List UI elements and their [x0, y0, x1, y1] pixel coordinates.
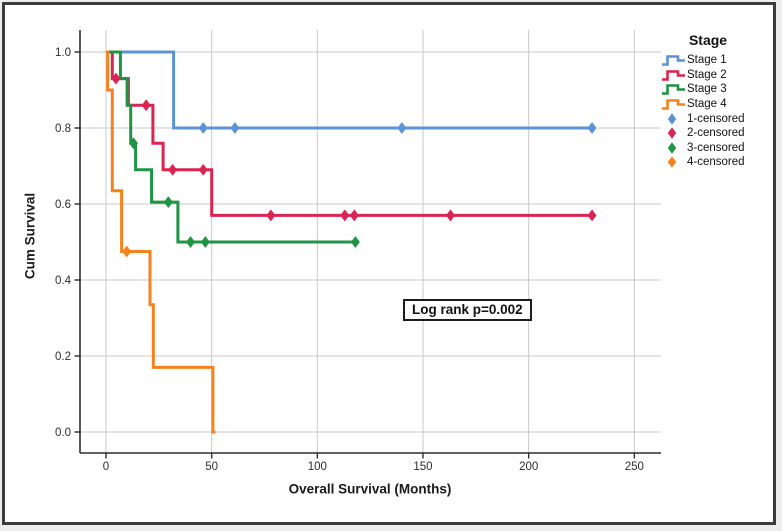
- legend-item-label: 2-censored: [687, 127, 745, 140]
- censor-marker-stage-2: [111, 72, 121, 85]
- censor-marker-stage-1: [587, 121, 597, 135]
- censor-marker-stage-2: [141, 99, 151, 112]
- censor-marker-stage-2: [168, 163, 178, 176]
- step-line-icon: [661, 68, 687, 82]
- x-tick-label: 100: [308, 461, 327, 473]
- legend-item-stage-3: Stage 3: [661, 82, 773, 97]
- legend-title: Stage: [688, 32, 728, 48]
- legend-item-stage-4: Stage 4: [661, 97, 773, 112]
- legend-item-label: 1-censored: [687, 112, 745, 125]
- step-line-icon: [661, 82, 687, 96]
- y-tick-label: 0.8: [55, 123, 71, 135]
- censor-marker-stage-3: [200, 235, 210, 249]
- censor-marker-stage-4: [122, 245, 132, 258]
- censor-marker-stage-1: [198, 121, 208, 135]
- censor-marker-stage-2: [445, 209, 455, 222]
- y-tick-label: 1.0: [55, 47, 71, 59]
- censor-marker-stage-2: [349, 209, 359, 222]
- censor-diamond-icon: [661, 155, 687, 169]
- legend-item-stage-2: Stage 2: [661, 68, 773, 83]
- censor-marker-stage-2: [340, 209, 350, 222]
- step-line-icon: [661, 53, 687, 67]
- legend-item-4-censored: 4-censored: [661, 155, 773, 170]
- step-line-icon: [661, 97, 687, 111]
- curve-stage-2: [106, 50, 593, 217]
- legend-item-label: 4-censored: [687, 156, 745, 169]
- y-tick-label: 0.2: [55, 351, 71, 363]
- y-tick-label: 0.6: [55, 199, 71, 211]
- curve-stage-4: [106, 50, 216, 434]
- censor-marker-stage-2: [198, 163, 208, 176]
- y-axis-title: Cum Survival: [22, 192, 38, 280]
- legend: Stage Stage 1 Stage 2 Stage 3 Stage 4 1-cens…: [661, 32, 773, 170]
- curve-stage-3: [106, 50, 356, 244]
- log-rank-annotation: Log rank p=0.002: [403, 299, 532, 321]
- x-tick-label: 0: [103, 461, 109, 473]
- legend-item-label: Stage 1: [687, 54, 727, 67]
- legend-item-3-censored: 3-censored: [661, 141, 773, 156]
- x-tick-label: 200: [519, 461, 538, 473]
- censor-marker-stage-2: [587, 209, 597, 222]
- x-tick-label: 150: [413, 461, 432, 473]
- censor-marker-stage-3: [163, 196, 173, 209]
- legend-item-1-censored: 1-censored: [661, 111, 773, 126]
- censor-marker-stage-2: [266, 209, 276, 222]
- censor-marker-stage-3: [186, 235, 196, 249]
- censor-marker-stage-1: [230, 121, 240, 135]
- x-axis-title: Overall Survival (Months): [288, 481, 452, 497]
- legend-item-2-censored: 2-censored: [661, 126, 773, 141]
- censor-marker-stage-1: [397, 121, 407, 135]
- legend-item-label: Stage 3: [687, 83, 727, 96]
- x-tick-label: 50: [205, 461, 218, 473]
- curve-stage-1: [106, 50, 593, 130]
- legend-items: Stage 1 Stage 2 Stage 3 Stage 4 1-censored 2-…: [661, 53, 773, 170]
- legend-item-label: Stage 2: [687, 68, 727, 81]
- y-tick-label: 0.0: [55, 427, 71, 439]
- legend-item-stage-1: Stage 1: [661, 53, 773, 68]
- censor-marker-stage-3: [350, 235, 360, 249]
- x-tick-label: 250: [625, 461, 644, 473]
- censor-marker-stage-3: [128, 137, 138, 150]
- censor-diamond-icon: [661, 126, 687, 140]
- censor-diamond-icon: [661, 141, 687, 155]
- censor-diamond-icon: [661, 112, 687, 126]
- y-tick-label: 0.4: [55, 275, 72, 287]
- legend-item-label: 3-censored: [687, 141, 745, 154]
- legend-item-label: Stage 4: [687, 98, 727, 111]
- figure-background: [2, 2, 776, 525]
